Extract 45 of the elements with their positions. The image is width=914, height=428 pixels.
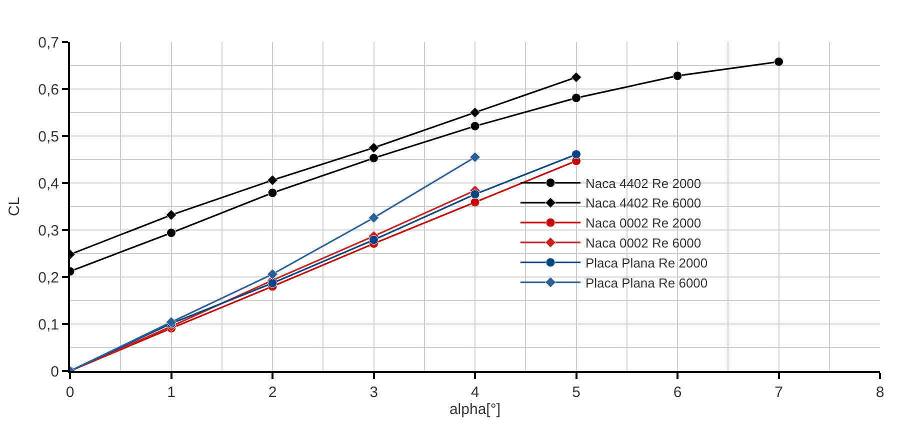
legend-label: Placa Plana Re 2000 bbox=[586, 255, 708, 270]
x-axis-title: alpha[°] bbox=[449, 401, 501, 418]
point bbox=[570, 72, 582, 83]
point bbox=[368, 142, 380, 154]
legend-label: Naca 0002 Re 6000 bbox=[586, 236, 702, 251]
point bbox=[572, 150, 581, 160]
point bbox=[470, 152, 480, 163]
point bbox=[166, 228, 176, 238]
y-tick-label: 0,7 bbox=[38, 34, 59, 52]
point bbox=[672, 71, 682, 81]
point bbox=[268, 278, 278, 288]
y-tick-label: 0,4 bbox=[38, 175, 59, 192]
x-tick-label: 5 bbox=[572, 384, 580, 401]
y-tick-label: 0 bbox=[50, 363, 59, 380]
x-tick-label: 3 bbox=[370, 384, 378, 401]
legend-label: Naca 4402 Re 6000 bbox=[586, 196, 702, 211]
y-tick-label: 0,6 bbox=[38, 81, 59, 98]
legend-label: Placa Plana Re 6000 bbox=[586, 275, 708, 290]
y-tick-label: 0,5 bbox=[38, 128, 59, 146]
x-tick-label: 0 bbox=[66, 384, 74, 401]
point bbox=[369, 235, 378, 245]
x-tick-label: 1 bbox=[167, 384, 176, 401]
y-tick-label: 0,2 bbox=[38, 269, 59, 286]
x-tick-label: 8 bbox=[876, 384, 884, 401]
x-tick-label: 7 bbox=[774, 384, 783, 401]
y-tick-label: 0,3 bbox=[38, 222, 59, 240]
point bbox=[268, 188, 278, 198]
legend-label: Naca 4402 Re 2000 bbox=[586, 176, 702, 191]
x-tick-label: 4 bbox=[470, 384, 480, 401]
y-axis-title: CL bbox=[6, 196, 23, 216]
point bbox=[470, 107, 480, 118]
legend-label: Naca 0002 Re 2000 bbox=[586, 216, 702, 231]
point bbox=[470, 190, 480, 200]
point bbox=[368, 212, 380, 224]
point bbox=[369, 153, 378, 163]
y-tick-label: 0,1 bbox=[38, 316, 59, 334]
x-tick-label: 6 bbox=[673, 384, 682, 401]
x-tick-label: 2 bbox=[268, 384, 277, 401]
point bbox=[572, 93, 581, 103]
point bbox=[166, 210, 177, 220]
point bbox=[267, 174, 278, 186]
point bbox=[774, 56, 784, 66]
point bbox=[470, 198, 480, 208]
point bbox=[470, 121, 480, 131]
point bbox=[267, 268, 278, 280]
